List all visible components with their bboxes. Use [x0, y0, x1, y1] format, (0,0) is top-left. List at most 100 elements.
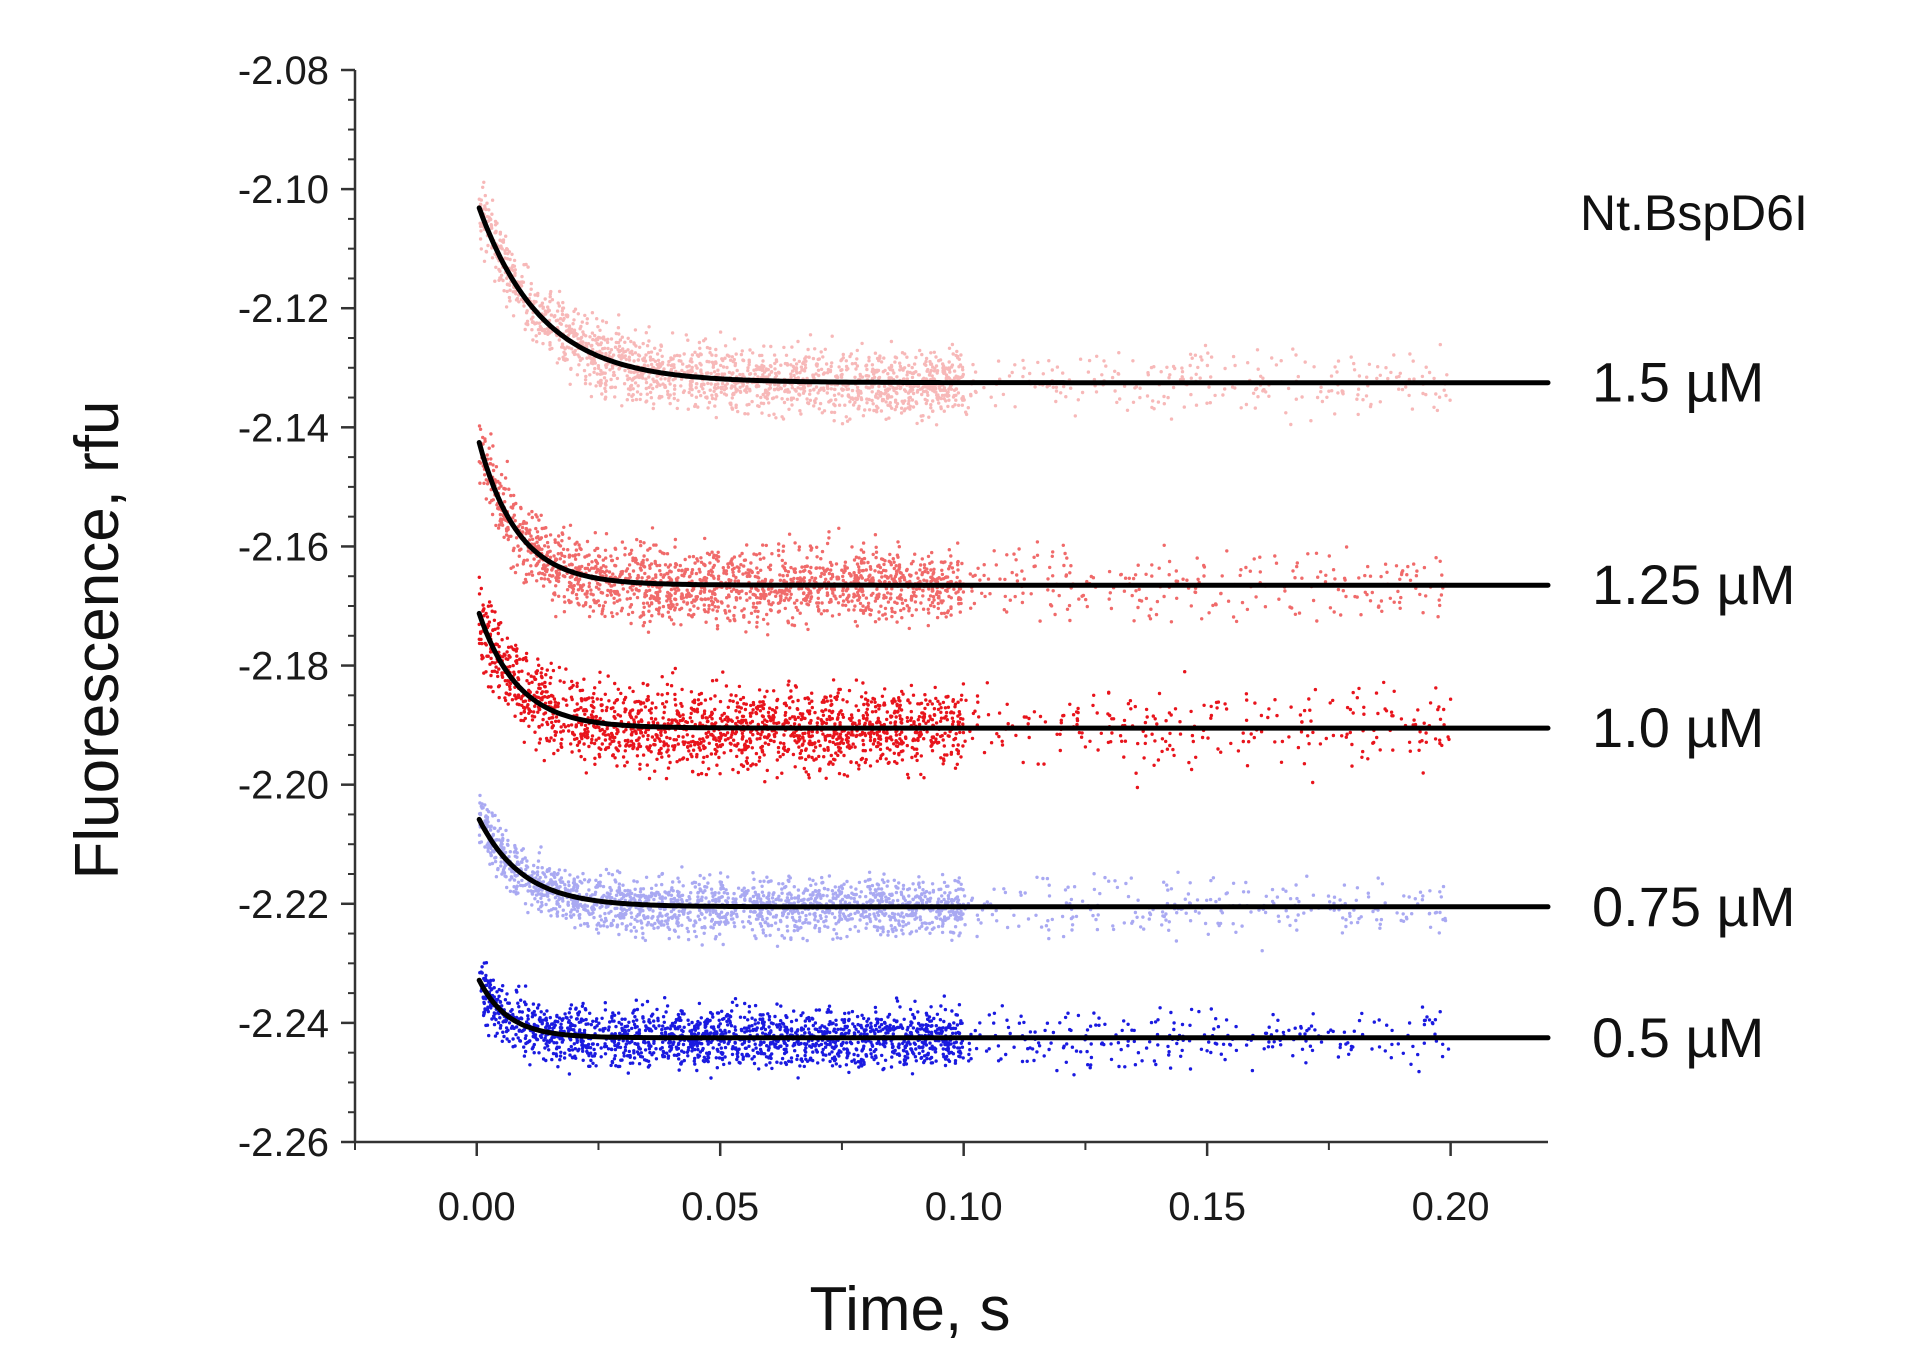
data-point — [579, 732, 583, 736]
data-point — [711, 608, 715, 612]
data-point — [1146, 371, 1150, 375]
data-point — [570, 327, 574, 331]
data-point — [859, 548, 863, 552]
data-point — [486, 243, 490, 248]
data-point — [890, 587, 894, 591]
data-point — [864, 364, 868, 368]
data-point — [612, 589, 616, 594]
data-point — [545, 554, 549, 558]
data-point — [982, 385, 986, 390]
data-point — [598, 350, 602, 354]
data-point — [857, 719, 861, 723]
data-point — [811, 373, 815, 377]
data-point — [641, 341, 645, 346]
data-point — [562, 680, 566, 684]
data-point — [917, 702, 922, 706]
data-point — [548, 295, 552, 299]
data-point — [868, 764, 873, 768]
data-point — [929, 579, 933, 584]
data-point — [936, 606, 940, 611]
data-point — [898, 594, 902, 599]
data-point — [703, 536, 707, 541]
data-point — [838, 594, 842, 599]
data-point — [839, 373, 843, 377]
data-point — [782, 741, 786, 746]
data-point — [1397, 600, 1402, 605]
data-point — [853, 721, 857, 725]
data-point — [642, 613, 646, 617]
data-point — [856, 708, 861, 713]
data-point — [598, 342, 603, 347]
data-point — [726, 604, 730, 608]
data-point — [780, 558, 784, 563]
data-point — [767, 373, 772, 377]
data-point — [608, 590, 613, 594]
data-point — [696, 698, 701, 702]
data-point — [769, 344, 773, 349]
data-point — [1297, 611, 1302, 615]
data-point — [1254, 387, 1258, 391]
data-point — [706, 610, 710, 614]
data-point — [637, 375, 641, 379]
data-point — [565, 588, 570, 592]
data-point — [632, 359, 636, 363]
data-point — [1145, 394, 1150, 398]
data-point — [1397, 374, 1401, 379]
data-point — [754, 706, 759, 710]
data-point — [690, 600, 694, 605]
data-point — [915, 731, 919, 735]
data-point — [765, 768, 769, 773]
data-point — [755, 615, 760, 619]
data-point — [581, 330, 585, 334]
data-point — [673, 606, 677, 610]
data-point — [841, 592, 845, 597]
data-point — [924, 359, 928, 364]
data-point — [686, 745, 690, 749]
data-point — [550, 726, 554, 730]
data-point — [549, 675, 553, 680]
data-point — [844, 603, 848, 608]
data-point — [537, 682, 541, 687]
data-point — [658, 549, 662, 553]
data-point — [936, 601, 940, 606]
data-point — [725, 596, 729, 600]
data-point — [580, 320, 584, 324]
data-point — [550, 568, 554, 572]
data-point — [692, 604, 696, 608]
data-point — [699, 560, 704, 564]
data-point — [590, 311, 595, 315]
data-point — [559, 730, 563, 734]
data-point — [758, 736, 762, 741]
data-point — [1041, 372, 1046, 376]
data-point — [608, 350, 612, 355]
data-point — [749, 611, 754, 615]
data-point — [709, 371, 713, 376]
data-point — [689, 594, 693, 598]
data-point — [950, 716, 955, 720]
data-point — [575, 596, 579, 601]
data-point — [844, 368, 849, 372]
data-point — [685, 588, 689, 592]
data-point — [735, 754, 739, 759]
data-point — [538, 571, 542, 575]
data-point — [687, 390, 691, 395]
data-point — [622, 382, 627, 386]
data-point — [497, 507, 502, 511]
data-point — [692, 612, 696, 617]
data-point — [850, 396, 854, 400]
data-point — [905, 719, 910, 723]
series-points-1 — [477, 424, 1448, 637]
data-point — [820, 709, 824, 713]
data-point — [941, 366, 945, 370]
data-point — [934, 386, 938, 391]
data-point — [477, 622, 481, 627]
data-point — [908, 404, 912, 408]
data-point — [1051, 550, 1055, 554]
data-point — [507, 295, 512, 300]
data-point — [680, 687, 684, 692]
data-point — [734, 390, 738, 394]
data-point — [761, 587, 765, 591]
data-point — [690, 719, 694, 724]
data-point — [634, 560, 638, 564]
data-point — [877, 384, 881, 389]
